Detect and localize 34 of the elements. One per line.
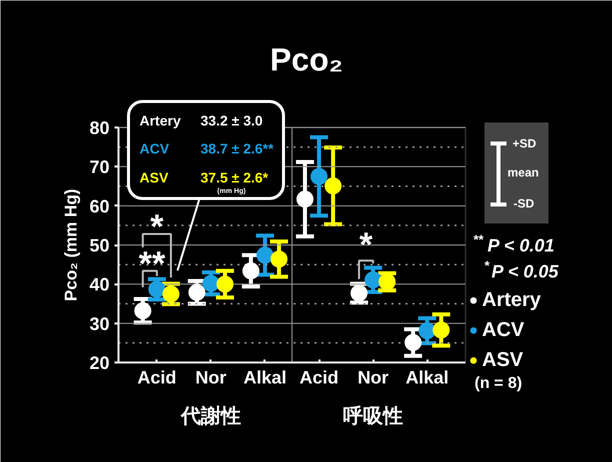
text: (n = 8) <box>474 375 522 392</box>
y-tick-label: 40 <box>89 274 110 295</box>
y-axis-title: Pco₂ (mm Hg) <box>61 188 80 302</box>
text: -SD <box>514 196 534 210</box>
annotation: 38.7 ± 2.6** <box>200 140 274 156</box>
text: 呼吸性 <box>343 404 404 428</box>
y-tick-label: 70 <box>89 157 110 178</box>
text: +SD <box>512 136 537 150</box>
y-tick-label: 20 <box>89 353 110 373</box>
x-tick-label: Nor <box>358 368 389 388</box>
legend-label: Artery <box>482 288 541 312</box>
annotation: * <box>150 208 164 246</box>
y-tick-label: 60 <box>89 196 110 216</box>
annotation: Artery <box>140 112 181 128</box>
y-tick-label: 30 <box>89 314 110 334</box>
text: **P < 0.01 <box>474 232 554 256</box>
x-tick-label: Alkal <box>243 368 286 388</box>
text: *P < 0.05 <box>484 258 560 282</box>
chart-title: Pco₂ <box>270 42 343 78</box>
annotation: ASV <box>140 170 169 186</box>
y-tick-label: 80 <box>89 118 110 138</box>
legend-label: ACV <box>482 318 524 342</box>
annotation: ACV <box>140 140 170 156</box>
annotation: ** <box>138 245 166 284</box>
x-tick-label: Alkal <box>406 368 449 388</box>
x-tick-label: Acid <box>137 368 176 388</box>
legend-label: ASV <box>482 348 524 372</box>
annotation: 37.5 ± 2.6* <box>200 170 269 186</box>
annotation: 33.2 ± 3.0 <box>200 112 263 128</box>
x-tick-label: Nor <box>195 368 226 388</box>
text: 代謝性 <box>180 404 241 428</box>
y-tick-label: 50 <box>89 236 110 256</box>
x-tick-label: Acid <box>300 368 339 388</box>
text: mean <box>508 166 539 180</box>
